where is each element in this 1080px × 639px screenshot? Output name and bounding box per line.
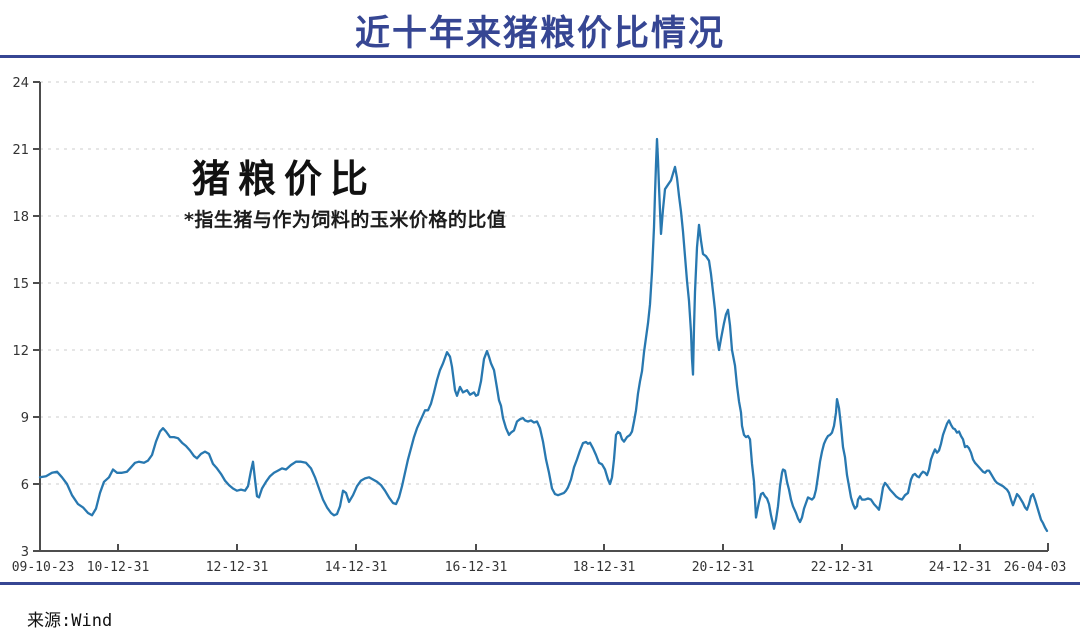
svg-text:09-10-23: 09-10-23 xyxy=(12,560,75,575)
svg-text:12: 12 xyxy=(12,344,29,359)
svg-text:9: 9 xyxy=(21,411,29,426)
svg-text:18-12-31: 18-12-31 xyxy=(573,560,636,575)
chart-annotation-title: 猪粮价比 xyxy=(192,157,377,201)
svg-text:26-04-03: 26-04-03 xyxy=(1004,560,1067,575)
svg-text:10-12-31: 10-12-31 xyxy=(87,560,150,575)
footer-rule xyxy=(0,582,1080,585)
title-rule xyxy=(0,55,1080,58)
svg-text:6: 6 xyxy=(21,478,29,493)
svg-text:18: 18 xyxy=(12,210,29,225)
svg-text:16-12-31: 16-12-31 xyxy=(445,560,508,575)
svg-text:20-12-31: 20-12-31 xyxy=(692,560,755,575)
chart-annotation-note: *指生猪与作为饲料的玉米价格的比值 xyxy=(184,209,507,231)
svg-text:24: 24 xyxy=(12,76,29,91)
svg-text:14-12-31: 14-12-31 xyxy=(325,560,388,575)
svg-text:15: 15 xyxy=(12,277,29,292)
page-title: 近十年来猪粮价比情况 xyxy=(354,14,725,54)
source-text: 来源:Wind xyxy=(27,611,113,631)
svg-text:12-12-31: 12-12-31 xyxy=(206,560,269,575)
svg-text:3: 3 xyxy=(21,545,29,560)
svg-text:24-12-31: 24-12-31 xyxy=(929,560,992,575)
svg-text:21: 21 xyxy=(12,143,29,158)
svg-text:22-12-31: 22-12-31 xyxy=(811,560,874,575)
